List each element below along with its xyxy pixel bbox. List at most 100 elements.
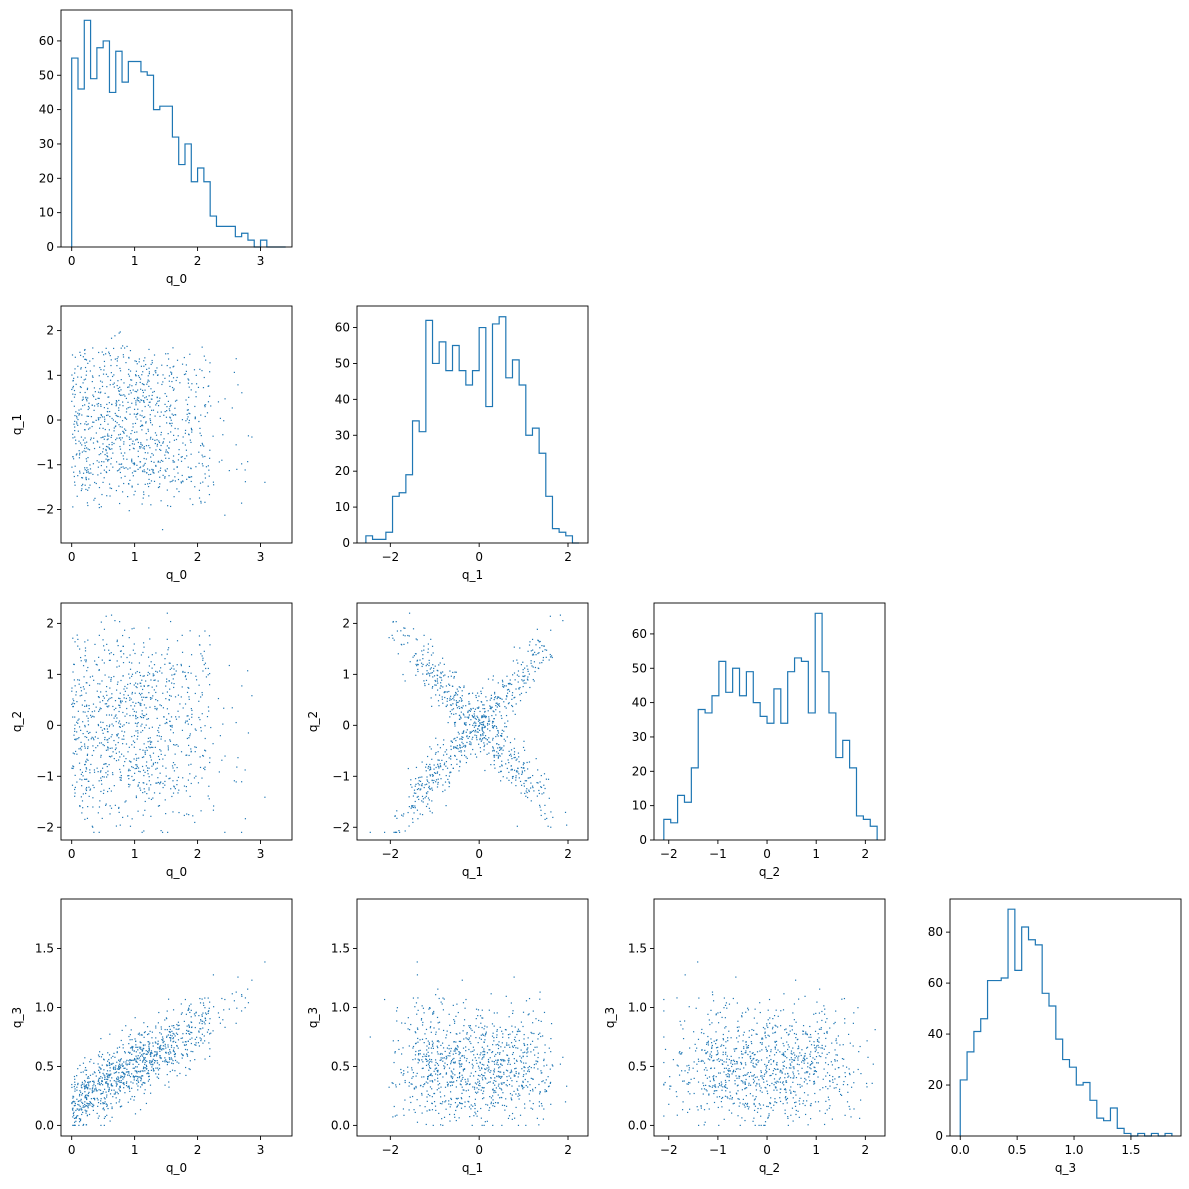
scatter-point — [181, 729, 184, 731]
scatter-point — [207, 667, 209, 670]
scatter-point — [441, 696, 443, 698]
scatter-point — [170, 431, 172, 433]
scatter-point — [492, 1102, 495, 1105]
scatter-point — [97, 1083, 99, 1085]
scatter-point — [134, 741, 136, 744]
scatter-point — [99, 800, 101, 802]
scatter-point — [477, 1081, 479, 1083]
scatter-point — [417, 777, 420, 779]
scatter-point — [104, 736, 106, 739]
scatter-point — [194, 1038, 196, 1040]
scatter-point — [79, 778, 81, 780]
scatter-point — [518, 688, 520, 690]
scatter-point — [518, 761, 520, 763]
scatter-point — [72, 1124, 74, 1126]
scatter-point — [428, 1042, 430, 1044]
scatter-point — [478, 1026, 480, 1028]
scatter-point — [72, 387, 74, 389]
scatter-point — [75, 1109, 77, 1112]
x-tick-label: 3 — [257, 550, 265, 564]
scatter-point — [156, 1053, 158, 1056]
scatter-point — [104, 703, 106, 705]
y-tick-label: 0 — [46, 240, 54, 254]
scatter-point — [194, 405, 196, 408]
scatter-point — [468, 743, 471, 745]
scatter-point — [146, 468, 149, 470]
scatter-point — [73, 396, 76, 398]
x-tick-label: −1 — [709, 847, 727, 861]
scatter-point — [82, 733, 84, 735]
scatter-point — [145, 458, 148, 460]
scatter-point — [119, 704, 121, 707]
scatter-point — [191, 429, 193, 431]
scatter-point — [200, 1019, 202, 1021]
scatter-point — [112, 466, 114, 468]
scatter-point — [142, 391, 145, 394]
scatter-point — [141, 723, 143, 725]
scatter-point — [438, 1112, 440, 1115]
scatter-point — [127, 401, 129, 403]
scatter-point — [71, 690, 73, 692]
scatter-point — [497, 1047, 500, 1050]
scatter-point — [515, 1106, 517, 1109]
scatter-point — [451, 741, 454, 743]
scatter-point — [429, 675, 431, 677]
scatter-point — [126, 656, 128, 659]
scatter-point — [161, 672, 163, 674]
scatter-point — [148, 1078, 150, 1081]
scatter-point — [166, 681, 168, 683]
scatter-point — [506, 675, 508, 677]
scatter-point — [171, 1069, 174, 1071]
scatter-point — [123, 697, 125, 699]
scatter-point — [427, 643, 429, 645]
scatter-point — [241, 463, 243, 465]
scatter-point — [421, 1067, 423, 1070]
scatter-point — [494, 696, 497, 698]
scatter-point — [501, 1059, 503, 1062]
scatter-point — [178, 789, 180, 791]
scatter-point — [119, 1065, 121, 1067]
scatter-point — [131, 628, 133, 630]
scatter-point — [183, 356, 185, 359]
scatter-point — [71, 374, 73, 376]
scatter-point — [124, 685, 126, 688]
scatter-point — [172, 459, 174, 462]
scatter-point — [136, 438, 138, 440]
scatter-point — [456, 701, 458, 704]
scatter-point — [125, 743, 128, 745]
scatter-point — [165, 767, 167, 769]
scatter-point — [143, 696, 145, 698]
scatter-point — [165, 1051, 167, 1053]
scatter-point — [118, 1088, 120, 1090]
scatter-point — [115, 1102, 117, 1104]
scatter-point — [235, 444, 237, 446]
scatter-point — [131, 429, 133, 432]
scatter-point — [154, 1051, 156, 1053]
scatter-point — [98, 742, 101, 744]
scatter-point — [86, 424, 88, 426]
scatter-point — [133, 443, 135, 445]
scatter-point — [475, 1036, 477, 1039]
scatter-point — [87, 720, 89, 722]
scatter-point — [152, 1045, 154, 1047]
scatter-point — [107, 459, 109, 461]
scatter-point — [482, 1051, 484, 1053]
scatter-point — [100, 721, 102, 723]
scatter-point — [458, 700, 461, 702]
scatter-point — [481, 729, 483, 731]
scatter-point — [103, 1058, 105, 1060]
scatter-point — [157, 405, 160, 407]
scatter-point — [128, 774, 130, 777]
scatter-point — [522, 1081, 524, 1083]
scatter-point — [202, 1027, 204, 1029]
scatter-point — [468, 1096, 471, 1098]
scatter-point — [181, 456, 183, 458]
scatter-point — [432, 1042, 434, 1044]
scatter-point — [396, 630, 399, 632]
scatter-point — [441, 1118, 443, 1120]
scatter-point — [101, 493, 103, 496]
scatter-point — [241, 685, 243, 687]
scatter-point — [508, 1044, 510, 1046]
scatter-point — [187, 409, 189, 411]
scatter-point — [452, 767, 454, 769]
